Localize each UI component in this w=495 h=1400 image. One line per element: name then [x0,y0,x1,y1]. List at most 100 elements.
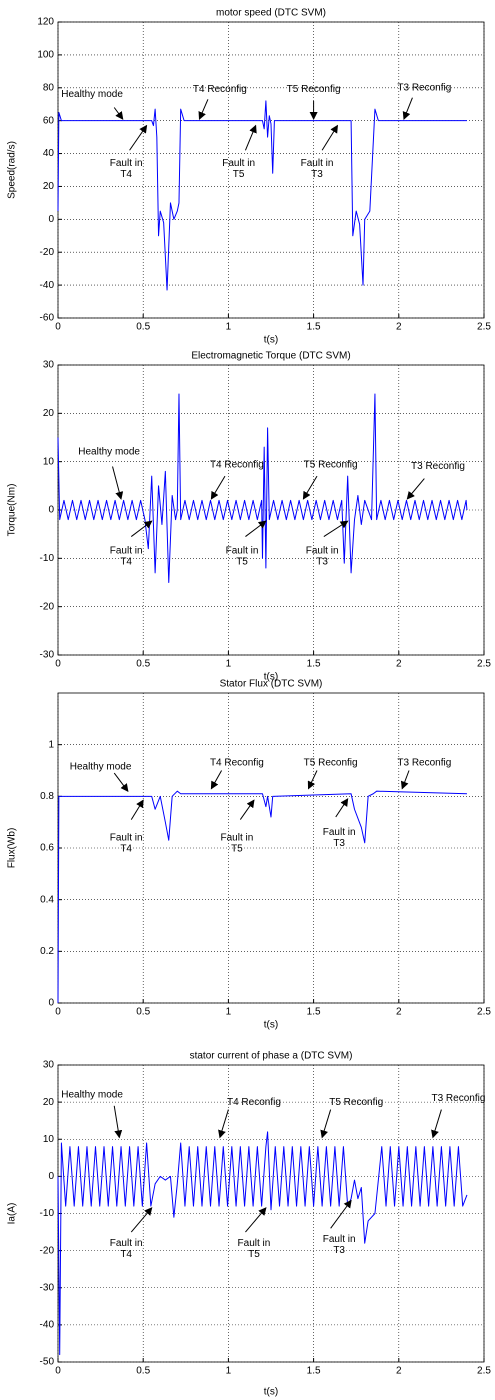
annotation-arrow [210,475,226,500]
annotation: Fault in [323,1234,356,1245]
annotation-arrow [402,97,413,120]
chart-title: motor speed (DTC SVM) [216,8,326,19]
annotation-arrow [113,772,129,792]
annotation-arrow [130,520,153,537]
annotation: T4 [120,557,132,568]
annotation: T4 Reconfig [227,1097,281,1108]
y-tick-label: -10 [40,553,55,564]
annotation: T3 Reconfig [397,82,451,93]
y-tick-label: -40 [40,1320,55,1331]
y-tick-label: 30 [43,1060,55,1071]
x-tick-label: 1.5 [307,659,321,670]
annotation: T4 Reconfig [210,460,264,471]
annotation-arrow [239,799,255,820]
x-tick-label: 1.5 [307,1366,321,1377]
x-tick-label: 2 [396,659,402,670]
annotation-arrow [245,1207,267,1233]
y-tick-label: 0 [48,1171,54,1182]
x-tick-label: 1 [226,659,232,670]
annotation: T3 [333,838,345,849]
y-tick-label: 1 [48,739,54,750]
y-tick-label: 0 [48,505,54,516]
y-tick-label: 0.4 [40,894,54,905]
y-tick-label: -20 [40,1245,55,1256]
x-axis-label: t(s) [264,1020,278,1031]
x-tick-label: 0 [55,1366,61,1377]
annotation: T3 Reconfig [431,1093,485,1104]
annotation: T4 [120,169,132,180]
y-tick-label: 0.6 [40,843,54,854]
y-tick-label: 0.2 [40,946,54,957]
x-tick-label: 1 [226,322,232,333]
annotation-arrow [323,520,349,538]
annotation: Healthy mode [70,761,132,772]
x-tick-label: 1 [226,1007,232,1018]
annotation-arrow [244,124,257,151]
annotation-arrow [112,466,124,500]
annotation: T4 [120,843,132,854]
annotation: Fault in [306,546,339,557]
annotation: Fault in [226,546,259,557]
x-tick-label: 0 [55,659,61,670]
annotation-arrow [400,770,410,790]
chart-title: Stator Flux (DTC SVM) [220,679,323,690]
annotation: T4 Reconfig [193,84,247,95]
annotation: Healthy mode [61,1089,123,1100]
y-tick-label: 60 [43,115,55,126]
annotation: T5 Reconfig [329,1097,383,1108]
annotation: Fault in [238,1238,271,1249]
y-tick-label: 10 [43,456,55,467]
x-axis-label: t(s) [264,335,278,346]
annotation: T5 [248,1249,260,1260]
annotation: T3 [333,1245,345,1256]
y-tick-label: 20 [43,408,55,419]
x-tick-label: 0.5 [136,322,150,333]
x-tick-label: 0.5 [136,659,150,670]
y-tick-label: 120 [37,17,54,28]
x-axis-label: t(s) [264,1387,278,1398]
y-axis-label: Ia(A) [7,1203,18,1225]
annotation: T4 Reconfig [210,757,264,768]
y-tick-label: -20 [40,247,55,258]
annotation: T5 Reconfig [304,757,358,768]
annotation: T5 Reconfig [287,84,341,95]
x-tick-label: 0.5 [136,1366,150,1377]
y-tick-label: 20 [43,1097,55,1108]
y-tick-label: 20 [43,181,55,192]
data-line [57,100,467,291]
x-tick-label: 2.5 [477,1366,491,1377]
annotation: Fault in [110,546,143,557]
annotation: Fault in [221,832,254,843]
annotation-arrow [198,99,209,120]
annotation: T4 [120,1249,132,1260]
annotation: Fault in [110,158,143,169]
y-tick-label: 100 [37,50,54,61]
x-tick-label: 2 [396,1366,402,1377]
x-tick-label: 0 [55,1007,61,1018]
y-tick-label: -60 [40,313,55,324]
annotation-arrow [245,520,267,537]
annotation: T3 [311,169,323,180]
annotation-arrow [431,1109,442,1139]
annotation-arrow [113,107,124,120]
y-tick-label: -10 [40,1208,55,1219]
x-tick-label: 2 [396,1007,402,1018]
y-tick-label: 0.8 [40,791,54,802]
annotation: Fault in [110,1238,143,1249]
plot-area [57,21,485,319]
annotation-arrow [129,124,148,151]
y-tick-label: 40 [43,148,55,159]
annotation-arrow [210,770,223,790]
annotation-arrow [307,770,318,790]
x-tick-label: 0 [55,322,61,333]
annotation: T5 [233,169,245,180]
y-tick-label: 10 [43,1134,55,1145]
annotation-arrow [330,1199,352,1229]
x-tick-label: 2 [396,322,402,333]
annotation-arrow [130,1207,153,1233]
annotation: T5 [231,843,243,854]
annotation-arrow [320,1109,332,1139]
data-line [57,790,467,1004]
annotation-arrow [406,478,425,500]
x-tick-label: 2.5 [477,322,491,333]
